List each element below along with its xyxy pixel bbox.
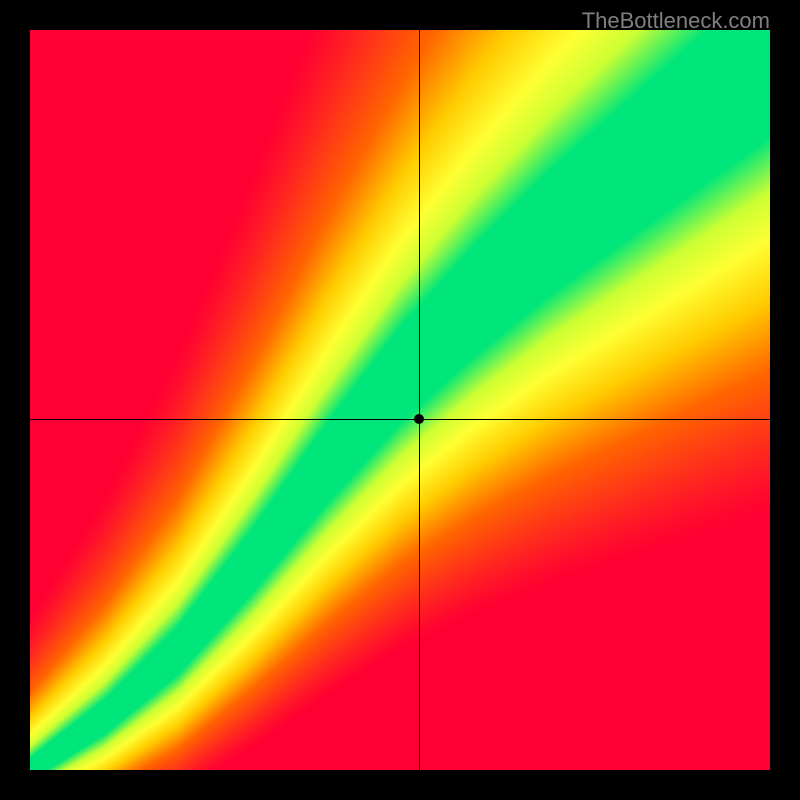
marker-dot bbox=[414, 414, 424, 424]
heatmap-canvas bbox=[30, 30, 770, 770]
crosshair-vertical bbox=[419, 30, 420, 770]
bottleneck-heatmap-chart bbox=[30, 30, 770, 770]
crosshair-horizontal bbox=[30, 419, 770, 420]
watermark-text: TheBottleneck.com bbox=[582, 8, 770, 34]
